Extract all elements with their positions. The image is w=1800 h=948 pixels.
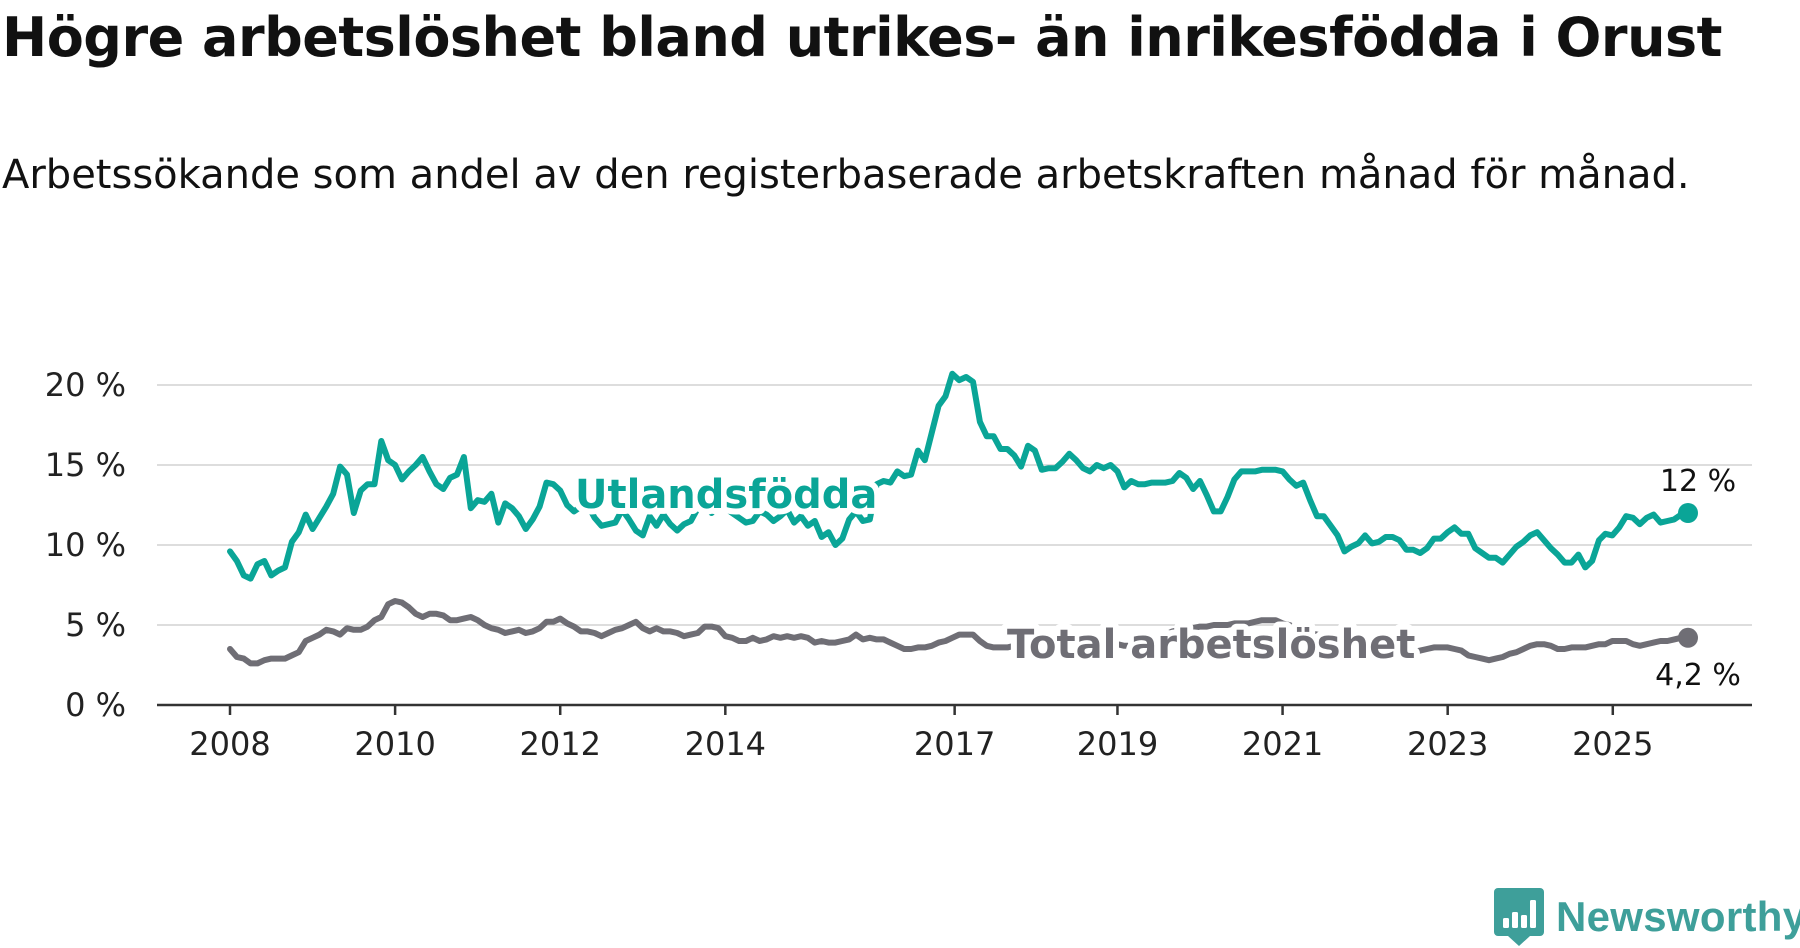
x-tick-label: 2010 (354, 725, 435, 763)
x-tick-label: 2021 (1242, 725, 1323, 763)
series-lines (227, 370, 1698, 667)
series-line-total (227, 598, 1691, 667)
x-tick-label: 2019 (1077, 725, 1158, 763)
series-label-total: Total arbetslöshet (1007, 622, 1415, 668)
y-tick-label: 0 % (65, 686, 126, 724)
x-tick-label: 2008 (189, 725, 270, 763)
end-label-total: 4,2 % (1655, 658, 1741, 693)
chart-title: Högre arbetslöshet bland utrikes- än inr… (2, 6, 1722, 69)
newsworthy-logo-icon (1494, 888, 1544, 946)
y-axis-ticks: 0 % 5 % 10 % 15 % 20 % (45, 366, 126, 724)
x-tick-label: 2012 (519, 725, 600, 763)
y-tick-label: 20 % (45, 366, 126, 404)
series-line-utlandsfodda (227, 370, 1691, 582)
y-tick-label: 5 % (65, 606, 126, 644)
gridlines (157, 384, 1752, 707)
end-point-total (1678, 627, 1698, 648)
x-tick-label: 2025 (1572, 725, 1653, 763)
x-tick-label: 2023 (1407, 725, 1488, 763)
y-tick-label: 10 % (45, 526, 126, 564)
x-axis-ticks: 2008 2010 2012 2014 2017 2019 2021 2023 2025 (189, 705, 1654, 763)
chart-subtitle: Arbetssökande som andel av den registerb… (2, 152, 1690, 198)
x-tick-label: 2014 (685, 725, 766, 763)
series-label-utlandsfodda: Utlandsfödda (575, 472, 877, 518)
y-tick-label: 15 % (45, 446, 126, 484)
series-labels: Utlandsfödda Total arbetslöshet 12 % 4,2 % (569, 464, 1741, 693)
end-label-utlandsfodda: 12 % (1660, 464, 1736, 499)
end-point-utlandsfodda (1678, 503, 1698, 523)
newsworthy-logo-text: Newsworthy (1556, 893, 1800, 940)
x-tick-label: 2017 (914, 725, 995, 763)
newsworthy-logo: Newsworthy (1494, 888, 1800, 946)
